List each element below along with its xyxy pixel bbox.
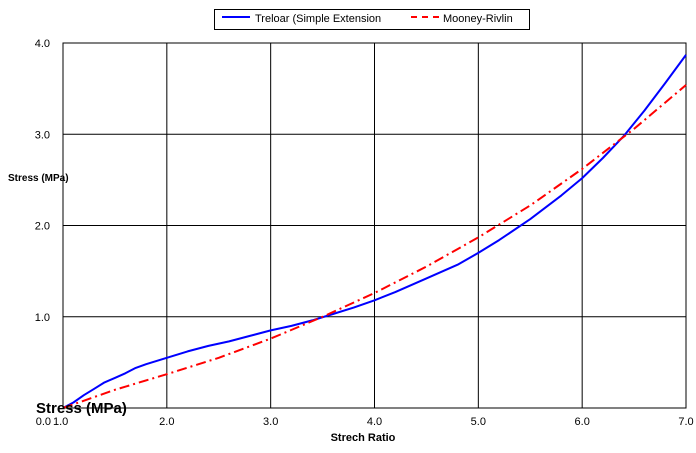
x-axis-ticks: 1.0 2.0 3.0 4.0 5.0 6.0 7.0	[53, 416, 694, 428]
y-tick-label: 4.0	[35, 38, 50, 50]
y-tick-label: 0.0	[36, 416, 51, 428]
x-tick-label: 4.0	[367, 416, 382, 428]
x-axis-label: Strech Ratio	[330, 432, 396, 444]
y-tick-label: 1.0	[35, 312, 50, 324]
y-axis-ticks: 0.0 1.0 2.0 3.0 4.0	[35, 38, 51, 428]
plot-area	[62, 42, 687, 409]
x-tick-label: 6.0	[575, 416, 590, 428]
x-tick-label: 3.0	[263, 416, 278, 428]
x-tick-label: 2.0	[159, 416, 174, 428]
y-axis-label: Stress (MPa)	[8, 173, 69, 184]
y-tick-label: 2.0	[35, 221, 50, 233]
series-line-mooney-rivlin	[62, 84, 687, 409]
y-axis-label-large: Stress (MPa)	[36, 400, 127, 417]
x-tick-label: 7.0	[678, 416, 693, 428]
y-tick-label: 3.0	[35, 129, 50, 141]
legend-swatch-treloar	[222, 16, 250, 18]
legend: Treloar (Simple Extension Mooney-Rivlin	[214, 9, 530, 30]
series-lines	[62, 54, 687, 409]
legend-label-treloar: Treloar (Simple Extension	[255, 13, 382, 25]
x-tick-label: 5.0	[471, 416, 486, 428]
grid	[62, 42, 687, 409]
x-tick-label: 1.0	[53, 416, 68, 428]
legend-label-mooney-rivlin: Mooney-Rivlin	[443, 13, 513, 25]
legend-swatch-mooney-rivlin	[411, 16, 439, 18]
